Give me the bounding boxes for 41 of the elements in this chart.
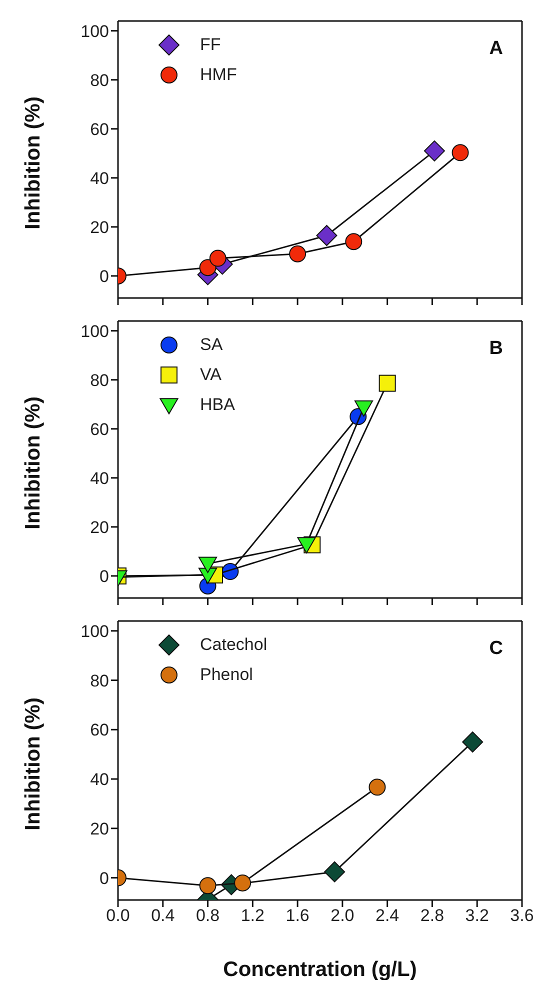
y-tick-label: 80 [90, 370, 109, 390]
legend-label: Catechol [200, 635, 268, 655]
y-tick-label: 0 [100, 566, 109, 586]
y-tick-label: 80 [90, 70, 109, 90]
legend-label: HMF [200, 65, 237, 85]
x-tick-label: 2.8 [420, 906, 444, 926]
legend-label: SA [200, 335, 223, 355]
legend-label: HBA [200, 395, 235, 415]
x-tick-label: 2.0 [330, 906, 354, 926]
x-tick-label: 2.4 [376, 906, 400, 926]
y-tick-label: 100 [80, 622, 109, 641]
y-tick-label: 40 [90, 168, 109, 188]
y-tick-label: 20 [90, 218, 109, 237]
y-tick-label: 100 [80, 22, 109, 41]
y-tick-label: 100 [80, 322, 109, 341]
x-tick-label: 1.2 [240, 906, 264, 926]
y-tick-label: 0 [100, 266, 109, 286]
x-tick-label: 3.2 [465, 906, 489, 926]
y-tick-label: 80 [90, 671, 109, 690]
legend-label: VA [200, 365, 222, 385]
y-tick-label: 20 [90, 819, 109, 838]
x-tick-label: 0.8 [196, 906, 220, 926]
y-tick-label: 60 [90, 720, 109, 740]
legend-label: FF [200, 35, 221, 55]
y-tick-label: 40 [90, 770, 109, 790]
x-tick-label: 0.4 [151, 906, 175, 926]
y-axis-title: Inhibition (%) [21, 698, 44, 830]
y-tick-label: 0 [100, 868, 109, 888]
y-axis-title: Inhibition (%) [21, 96, 44, 230]
x-tick-label: 0.0 [106, 906, 130, 926]
annotation: B [489, 338, 503, 360]
annotation: A [489, 38, 503, 60]
y-tick-label: 20 [90, 518, 109, 537]
y-axis-title: Inhibition (%) [21, 396, 44, 530]
y-tick-label: 40 [90, 468, 109, 488]
x-tick-label: 1.6 [286, 906, 310, 926]
y-tick-label: 60 [90, 120, 109, 139]
y-tick-label: 60 [90, 420, 109, 439]
legend-label: Phenol [200, 665, 253, 685]
x-tick-label: 3.6 [510, 906, 534, 926]
annotation: C [489, 638, 503, 660]
